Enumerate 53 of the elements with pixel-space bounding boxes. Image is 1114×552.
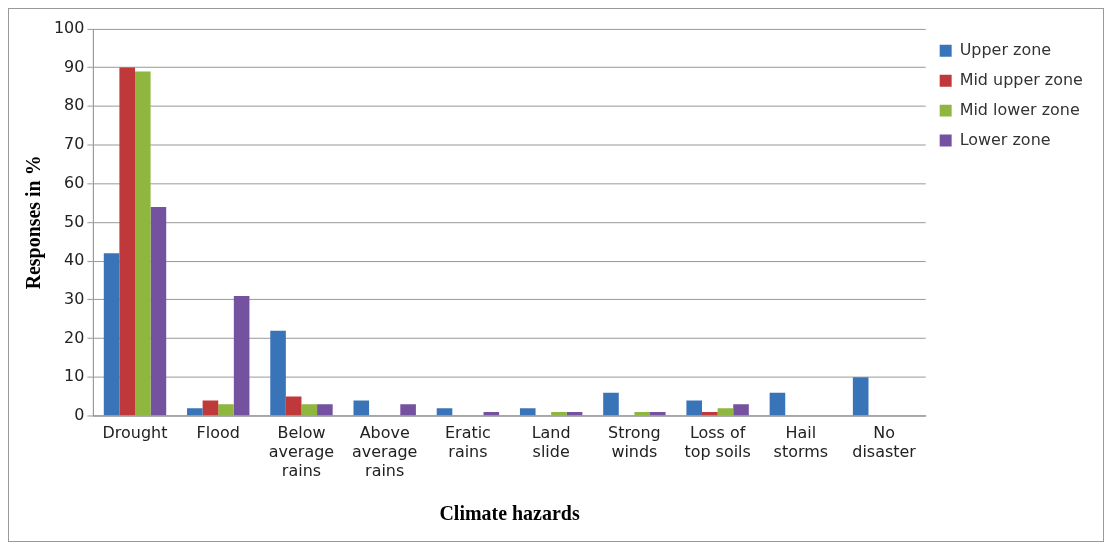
bar (702, 412, 718, 416)
bar (103, 253, 120, 416)
legend-label: Lower zone (959, 129, 1051, 149)
x-tick-label: Above average rains (352, 422, 418, 480)
bar (603, 392, 619, 416)
y-tick-label: 70 (64, 134, 85, 154)
bar (400, 404, 416, 416)
y-tick-label: 20 (64, 327, 85, 347)
x-tick-label: Land slide (531, 422, 571, 461)
x-tick-label: Strong winds (608, 422, 661, 461)
x-axis-title: Climate hazards (439, 502, 580, 525)
y-tick-label: 30 (64, 288, 85, 308)
legend-label: Mid lower zone (959, 99, 1080, 119)
bar (717, 408, 734, 416)
bar (519, 408, 536, 416)
bar (135, 71, 151, 416)
bar (634, 412, 650, 416)
bar (202, 400, 219, 416)
x-tick-label: Below average rains (268, 422, 335, 480)
legend-label: Mid upper zone (959, 69, 1083, 89)
bar (551, 412, 567, 416)
x-tick-label: No disaster (852, 422, 917, 461)
x-tick-label: Flood (196, 422, 240, 442)
bar (769, 392, 786, 416)
y-tick-label: 80 (64, 95, 85, 115)
x-tick-label: Hail storms (773, 422, 829, 461)
bar (285, 396, 302, 416)
bar (119, 67, 135, 416)
bar (233, 295, 250, 416)
legend-label: Upper zone (959, 40, 1052, 59)
bar (353, 400, 370, 416)
y-tick-label: 90 (64, 56, 85, 76)
x-tick-label: Loss of top soils (684, 422, 751, 461)
bar (218, 404, 234, 416)
bar (436, 408, 453, 416)
y-tick-label: 100 (53, 18, 85, 38)
y-tick-label: 50 (64, 211, 85, 231)
x-tick-label: Drought (102, 422, 168, 442)
y-tick-label: 0 (74, 405, 85, 425)
bar (270, 330, 286, 416)
bar (150, 206, 167, 416)
y-tick-label: 60 (64, 172, 85, 192)
bar (650, 412, 666, 416)
x-tick-label: Eratic rains (444, 422, 491, 461)
bar (733, 404, 749, 416)
bar (317, 404, 333, 416)
bar (686, 400, 703, 416)
y-axis-title: Responses in % (22, 155, 46, 290)
bar (301, 404, 318, 416)
bar (187, 408, 203, 416)
y-tick-label: 10 (64, 366, 85, 386)
y-tick-label: 40 (64, 250, 85, 270)
bar (852, 377, 869, 416)
